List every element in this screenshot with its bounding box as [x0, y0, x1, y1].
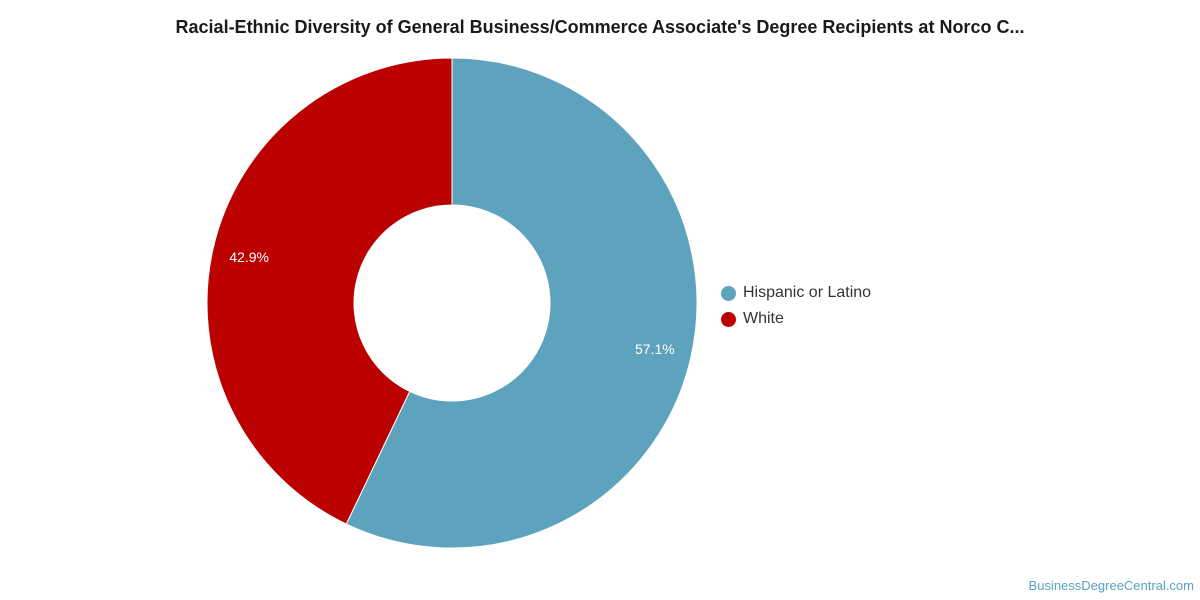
- legend-swatch: [721, 311, 736, 327]
- slice-hispanic-or-latino: [345, 57, 698, 549]
- watermark: BusinessDegreeCentral.com: [1028, 578, 1194, 593]
- legend-swatch: [721, 285, 736, 301]
- legend: Hispanic or Latino White: [721, 280, 871, 332]
- chart-title: Racial-Ethnic Diversity of General Busin…: [175, 17, 1025, 37]
- legend-label: White: [743, 310, 784, 327]
- legend-label: Hispanic or Latino: [743, 284, 872, 301]
- slice-label: 57.1%: [635, 341, 675, 357]
- legend-item: Hispanic or Latino: [721, 280, 871, 306]
- legend-item: White: [721, 306, 871, 332]
- slices-group: [206, 57, 698, 549]
- slice-labels-group: 57.1% 42.9%: [229, 249, 674, 357]
- slice-label: 42.9%: [229, 249, 269, 265]
- slice-white: [206, 57, 453, 525]
